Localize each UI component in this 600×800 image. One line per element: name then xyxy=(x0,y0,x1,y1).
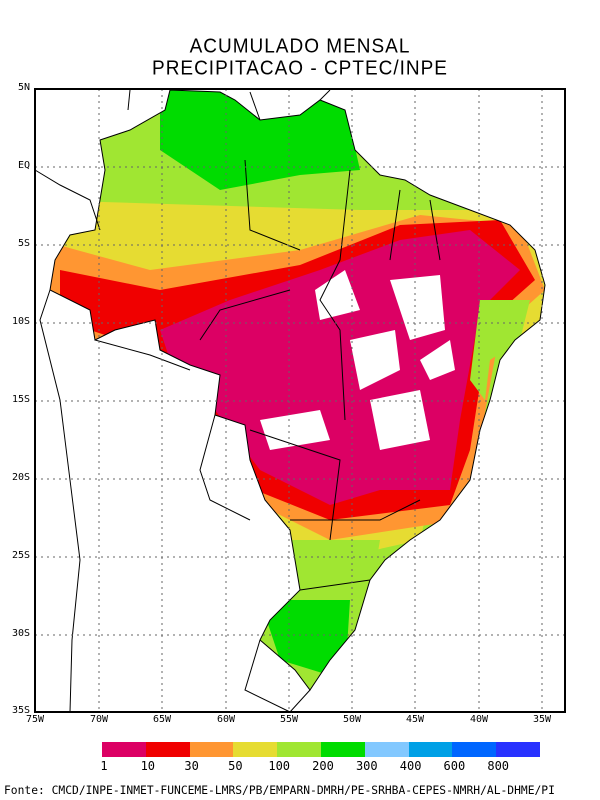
lat-label: EQ xyxy=(17,160,30,171)
legend-label: 400 xyxy=(399,759,422,773)
legend-label: 50 xyxy=(228,759,243,773)
lat-label: 5S xyxy=(17,238,30,249)
legend-label: 10 xyxy=(140,759,156,773)
lat-label: 30S xyxy=(11,628,30,639)
lon-label: 55W xyxy=(279,714,299,725)
lon-label: 60W xyxy=(216,714,236,725)
legend-swatch xyxy=(102,742,146,757)
lon-label: 40W xyxy=(469,714,489,725)
legend-swatch xyxy=(277,742,322,757)
lon-label: 35W xyxy=(532,714,552,725)
legend-swatch xyxy=(233,742,278,757)
legend-label: 30 xyxy=(184,759,199,773)
map-frame xyxy=(34,88,566,713)
legend-label: 300 xyxy=(355,759,378,773)
legend-swatch xyxy=(145,742,190,757)
source-footer: Fonte: CMCD/INPE-INMET-FUNCEME-LMRS/PB/E… xyxy=(4,784,555,797)
legend-swatch xyxy=(321,742,365,757)
legend-swatch xyxy=(189,742,234,757)
precipitation-field xyxy=(50,90,545,690)
lon-label: 75W xyxy=(25,714,45,725)
lon-label: 65W xyxy=(152,714,172,725)
chart-title-line2: PRECIPITACAO - CPTEC/INPE xyxy=(152,57,448,80)
chart-title-line1: ACUMULADO MENSAL xyxy=(189,35,411,58)
country-borders xyxy=(34,89,441,713)
lat-label: 35S xyxy=(11,705,30,716)
legend-swatch xyxy=(496,742,541,757)
legend-swatch xyxy=(364,742,409,757)
lat-label: 15S xyxy=(11,394,30,405)
legend-label: 200 xyxy=(312,759,334,773)
grid-lines xyxy=(35,89,565,712)
lat-label: 20S xyxy=(11,472,30,483)
lon-label: 45W xyxy=(405,714,425,725)
legend-swatch xyxy=(408,742,453,757)
lon-label: 70W xyxy=(89,714,109,725)
legend-swatch xyxy=(452,742,497,757)
legend-label: 100 xyxy=(268,759,291,773)
lon-label: 50W xyxy=(342,714,362,725)
legend-label: 600 xyxy=(443,759,466,773)
legend-label: 1 xyxy=(100,759,108,773)
lat-label: 5N xyxy=(17,82,30,93)
lat-label: 25S xyxy=(11,550,30,561)
lat-label: 10S xyxy=(11,316,30,327)
legend-label: 800 xyxy=(487,759,510,773)
